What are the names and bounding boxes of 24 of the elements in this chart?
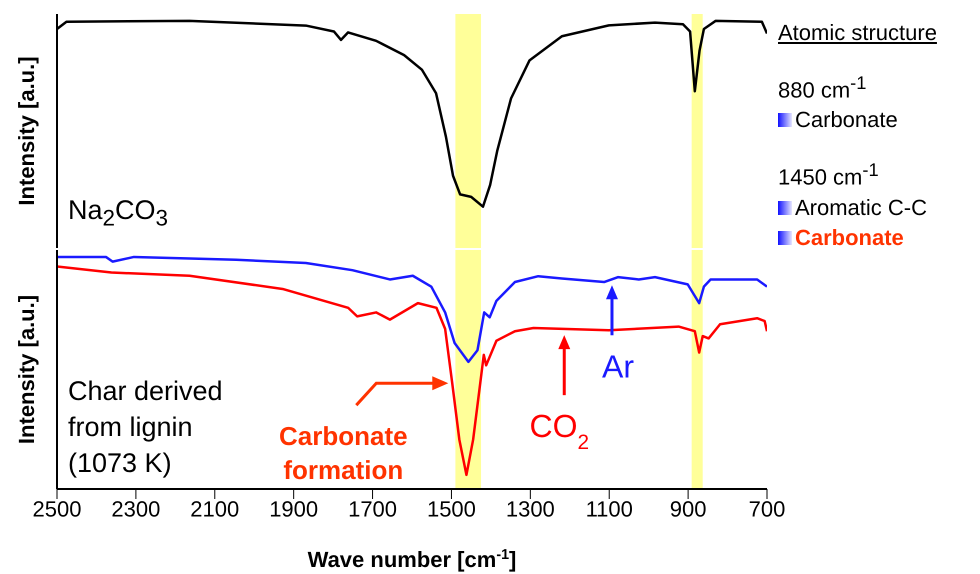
x-tick-label: 2100 (190, 496, 240, 522)
text: Atomic structure (778, 20, 937, 46)
text: Carbonate (795, 107, 898, 134)
y-axis-title: Intensity [a.u.] (14, 56, 39, 206)
x-tick-label: 2500 (32, 496, 82, 522)
text: 880 cm$^{-1}$ (778, 72, 866, 104)
x-tick-label: 900 (670, 496, 706, 522)
text: 1450 cm$^{-1}$ (778, 159, 879, 191)
y-axis-title: Intensity [a.u.] (14, 294, 39, 444)
text: Aromatic C-C (795, 194, 928, 221)
x-tick-label: 1300 (506, 496, 555, 522)
x-tick-label: 2300 (111, 496, 160, 522)
annotation: Char derived from lignin (1073 K) (68, 375, 224, 480)
x-tick-label: 1700 (348, 496, 398, 522)
x-tick-label: 1500 (426, 496, 476, 522)
x-axis-title: Wave number [cm$^{-1}$] (308, 547, 516, 572)
annotation: Na$_{2}$CO$_{3}$ (68, 194, 170, 232)
text: Carbonate (795, 224, 904, 251)
annotation: Carbonate formation (279, 421, 408, 486)
x-tick-label: 1900 (269, 496, 318, 522)
x-tick-label: 1100 (586, 496, 633, 522)
annotation: Ar (602, 348, 634, 384)
x-tick-label: 700 (748, 496, 786, 522)
annotation: CO$_{2}$ (529, 408, 590, 454)
